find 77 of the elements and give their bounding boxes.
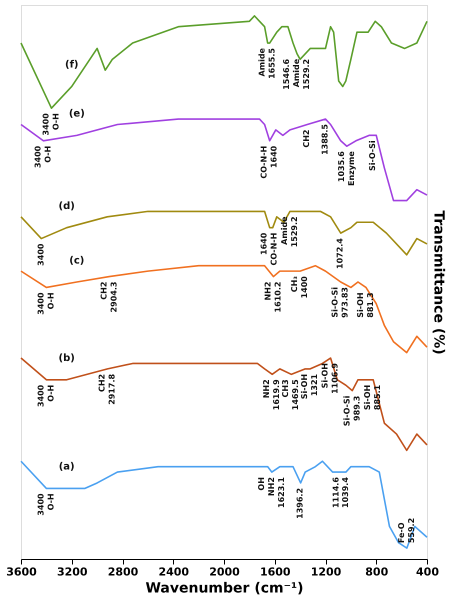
- annotation: 989.3: [352, 396, 362, 421]
- annotation: 3400: [36, 492, 46, 516]
- annotation: Si-O-Si: [368, 140, 378, 171]
- annotation: 1321: [310, 373, 320, 396]
- annotation: Si-OH: [363, 384, 372, 410]
- annotation: Amide: [258, 47, 267, 76]
- annotation: 3400: [36, 384, 46, 408]
- annotation: Si-OH: [300, 374, 310, 400]
- annotation: 1396.2: [296, 488, 305, 519]
- annotation: 1640: [260, 232, 269, 255]
- annotation: 1388.5: [320, 124, 330, 155]
- annotation: CO-N-H: [260, 146, 269, 179]
- annotation: 1400: [300, 276, 310, 298]
- annotation: 1610.2: [273, 282, 282, 312]
- series-label: (f): [65, 60, 78, 71]
- annotation: 1039.4: [340, 476, 350, 508]
- annotation: 1469.5: [291, 378, 300, 410]
- annotation: O-H: [46, 493, 56, 510]
- annotation: 1640: [270, 145, 279, 168]
- annotation: CO-N-H: [270, 232, 279, 266]
- annotation: Amide: [292, 58, 302, 88]
- annotation: 1619.9: [272, 378, 282, 410]
- annotation: 1655.5: [268, 48, 277, 79]
- annotation: 1623.1: [276, 476, 286, 508]
- annotation: CH2: [99, 282, 108, 300]
- annotation: 1529.2: [302, 58, 312, 90]
- annotation: Fe-O: [396, 522, 406, 544]
- annotation: CH₃: [290, 276, 300, 292]
- annotation: 881.3: [366, 292, 375, 318]
- x-tick-label: 400: [416, 566, 440, 578]
- annotation: 1072.4: [336, 238, 345, 269]
- annotation: CH3: [281, 379, 290, 398]
- annotation: 2917.8: [108, 373, 117, 405]
- x-tick-label: 1600: [260, 566, 291, 578]
- annotation: 1035.6: [336, 150, 346, 182]
- annotation: 885.1: [373, 384, 382, 410]
- annotation: 1546.6: [282, 58, 292, 90]
- x-tick-label: 800: [365, 566, 389, 578]
- annotation: 2904.3: [109, 282, 118, 312]
- annotation: 3400: [36, 292, 46, 315]
- x-tick-label: 2000: [209, 566, 240, 578]
- annotation: 973.83: [340, 287, 350, 318]
- annotation: NH2: [262, 379, 272, 398]
- series-label: (e): [68, 108, 85, 120]
- annotation: NH2: [266, 477, 276, 496]
- annotation: 1106.9: [330, 362, 340, 394]
- y-axis-title: Transmittance (%): [430, 210, 446, 355]
- annotation: OH: [256, 477, 266, 491]
- series-label: (b): [58, 353, 75, 364]
- annotation: Si-OH: [320, 363, 330, 388]
- annotation: Enzyme: [346, 150, 356, 186]
- annotation: 559.2: [406, 518, 416, 544]
- annotation: O-H: [51, 113, 60, 130]
- annotation: 3400: [33, 145, 42, 168]
- annotation: 3400: [36, 243, 46, 266]
- x-tick-label: 3600: [6, 566, 38, 578]
- annotation: 1529.2: [290, 216, 299, 248]
- annotation: Si-OH: [356, 292, 365, 318]
- series-label: (d): [58, 200, 75, 212]
- annotation: Si-O-Si: [342, 395, 352, 426]
- annotation: 1114.6: [331, 476, 340, 508]
- x-tick-label: 1200: [310, 566, 342, 578]
- annotation: O-H: [46, 292, 56, 310]
- annotation: Si-O-Si: [330, 286, 340, 318]
- annotation: CH2: [302, 129, 312, 148]
- x-tick-label: 2400: [158, 566, 190, 578]
- annotation: O-H: [43, 146, 52, 163]
- x-axis-title: Wavenumber (cm⁻¹): [145, 580, 304, 596]
- annotation: 3400: [41, 112, 50, 136]
- annotation: O-H: [46, 384, 56, 402]
- annotation: NH2: [263, 282, 272, 301]
- x-tick-label: 3200: [56, 566, 88, 578]
- series-label: (a): [58, 462, 75, 473]
- annotation: CH2: [98, 374, 107, 392]
- x-tick-label: 2800: [108, 566, 139, 578]
- annotation: Amide: [280, 216, 289, 245]
- series-label: (c): [69, 255, 84, 266]
